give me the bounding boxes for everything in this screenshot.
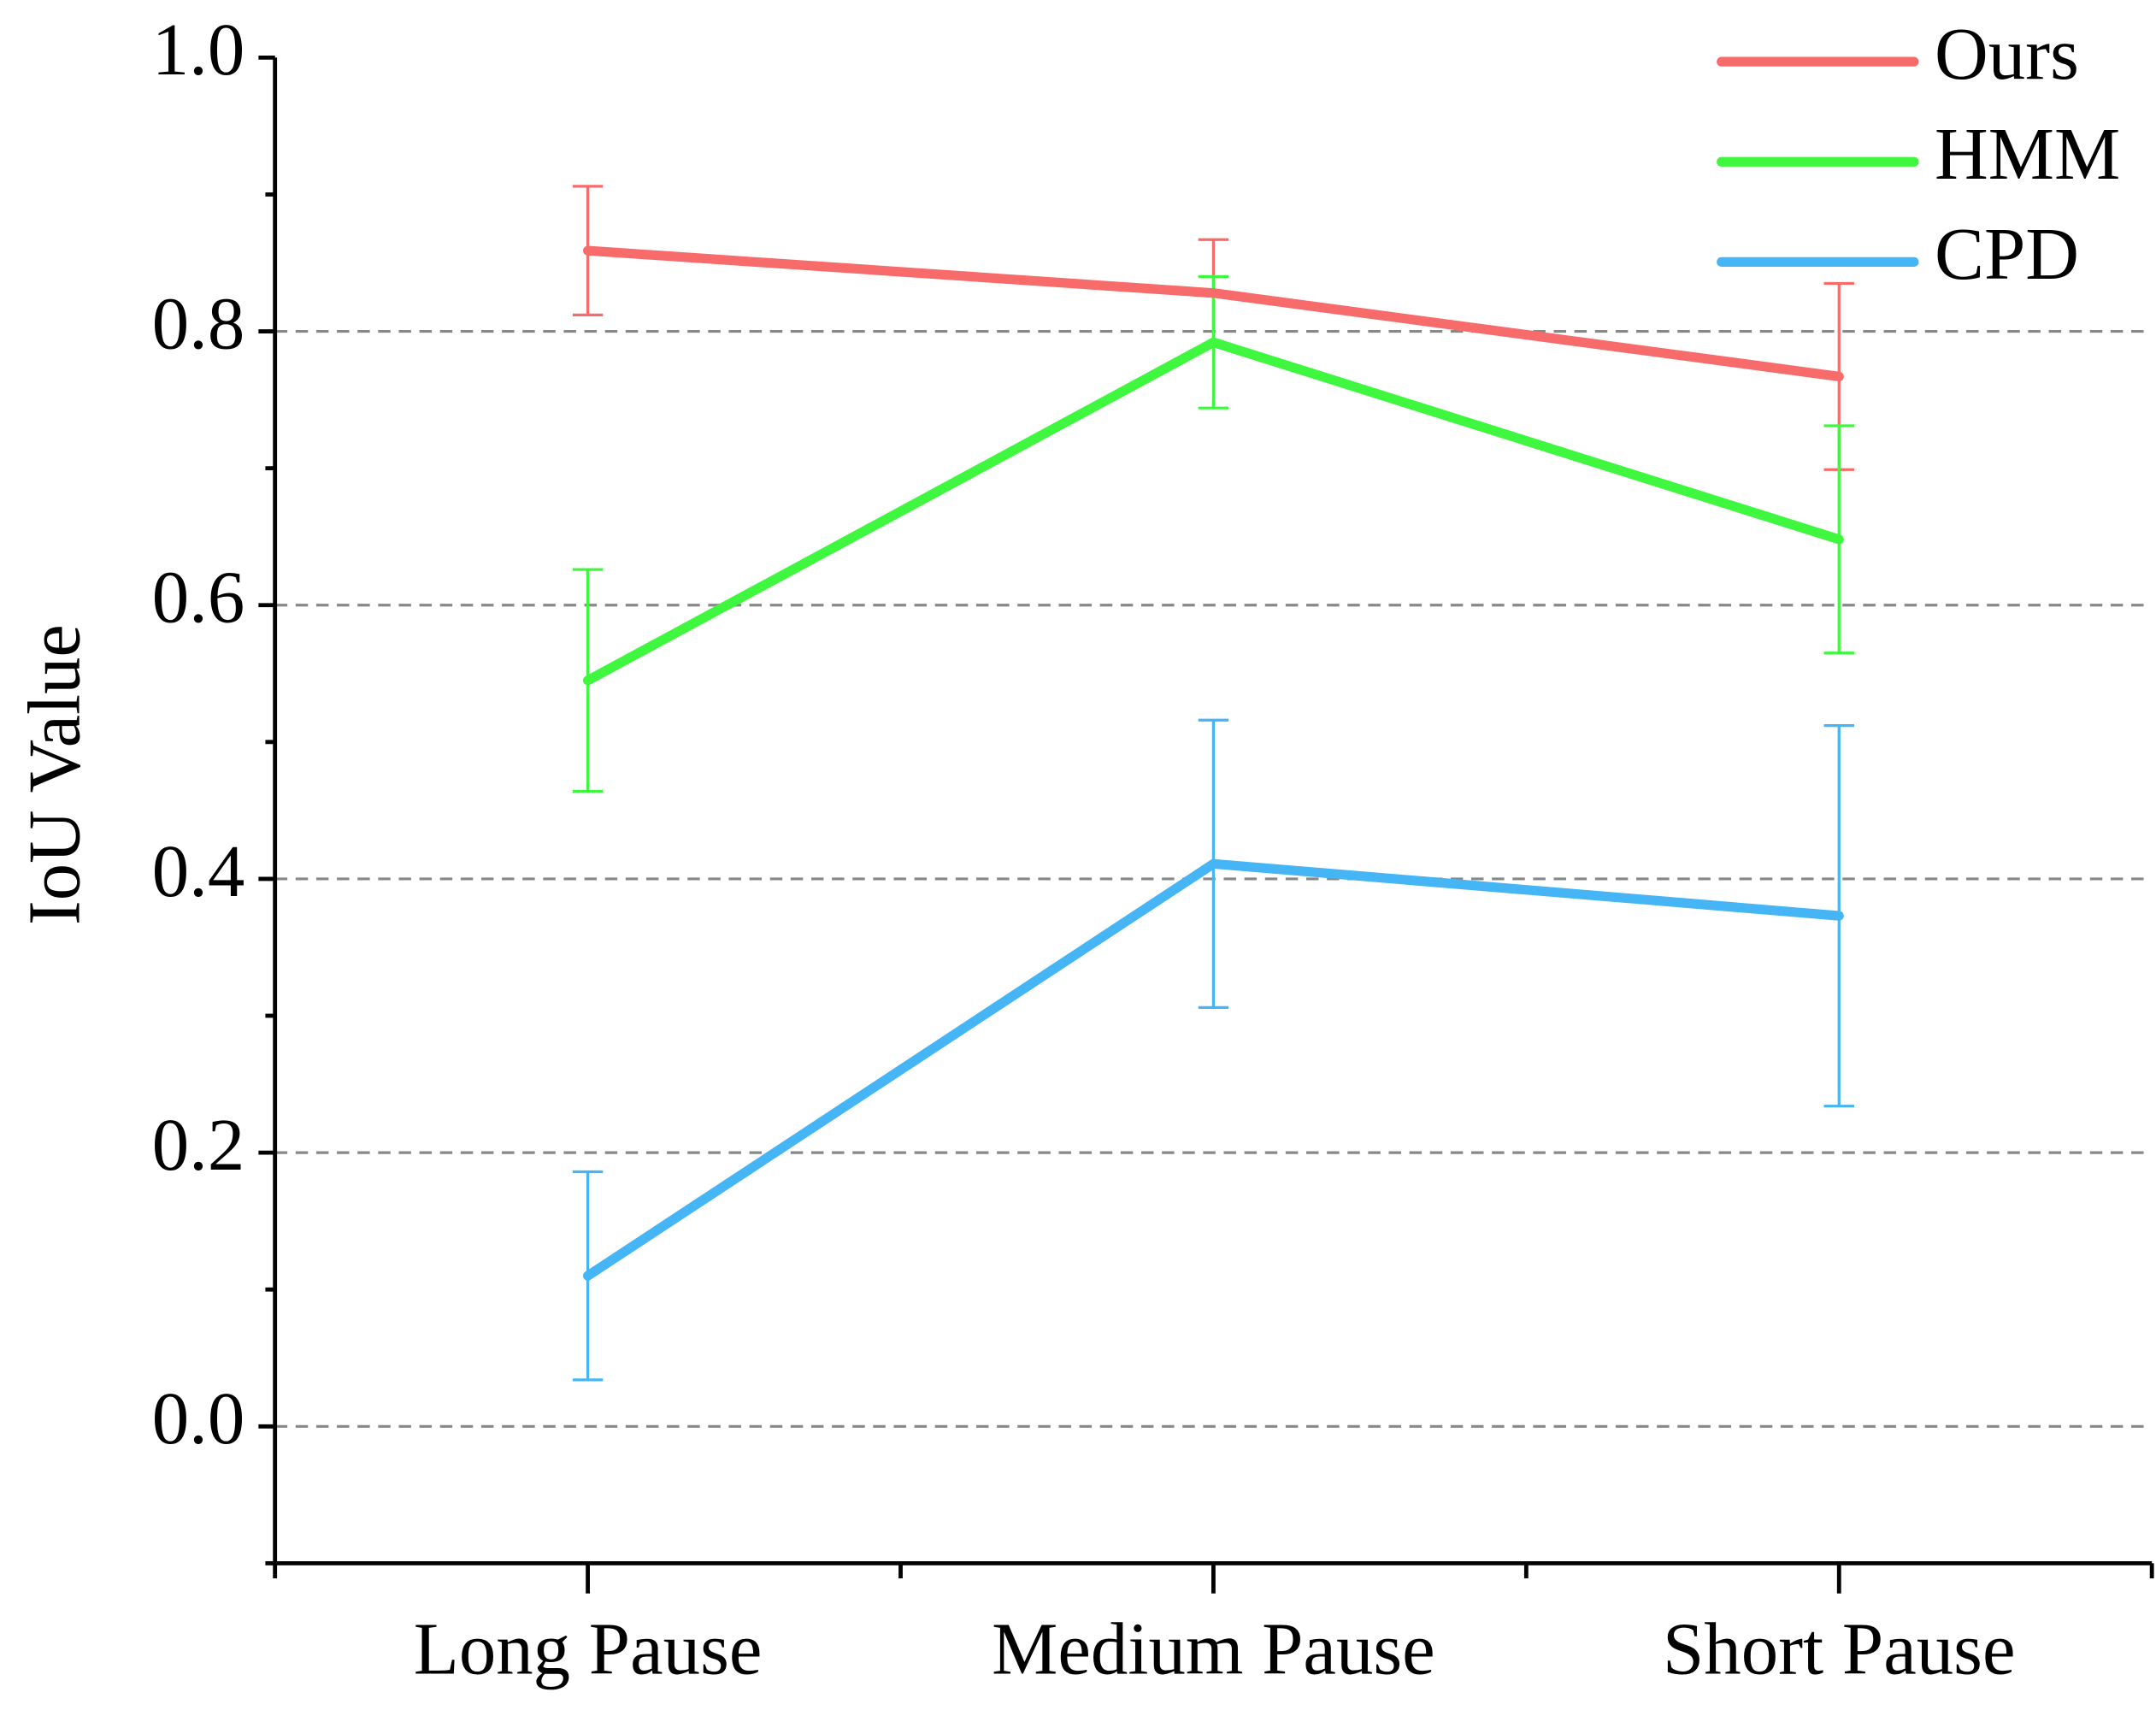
y-tick-label: 0.4	[152, 830, 245, 912]
y-tick-label: 0.6	[152, 557, 245, 639]
y-tick-label: 0.8	[152, 283, 245, 365]
series-line	[582, 858, 1844, 1281]
y-tick-label: 0.2	[152, 1104, 245, 1186]
legend-label: Ours	[1935, 13, 2079, 95]
y-tick-label: 1.0	[152, 9, 245, 91]
x-tick-label: Medium Pause	[992, 1607, 1435, 1689]
legend-label: CPD	[1935, 213, 2079, 295]
x-tick-label: Short Pause	[1663, 1607, 2016, 1689]
x-tick-label: Long Pause	[414, 1607, 763, 1689]
series-line	[582, 337, 1844, 686]
legend-label: HMM	[1935, 113, 2120, 195]
series-line	[582, 245, 1844, 381]
y-tick-label: 0.0	[152, 1377, 245, 1459]
y-axis-label: IoU Value	[13, 624, 95, 925]
